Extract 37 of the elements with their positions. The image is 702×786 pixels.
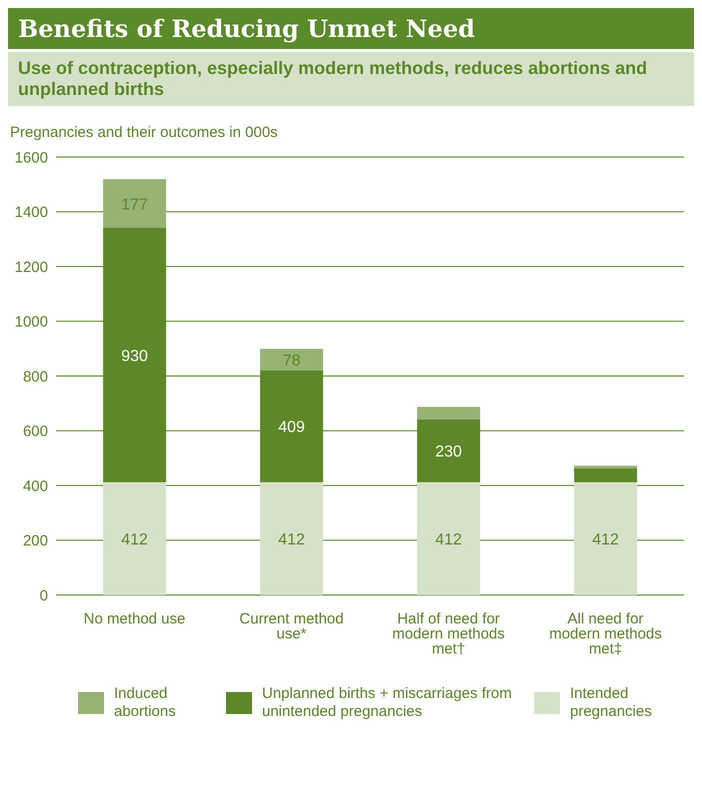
x-tick-label: Current method use* — [239, 610, 344, 643]
y-axis-title: Pregnancies and their outcomes in 000s — [10, 124, 279, 141]
data-label: 412 — [278, 532, 306, 549]
chart-title: Benefits of Reducing Unmet Need — [8, 8, 694, 49]
bar — [417, 406, 480, 420]
legend-label: Intended pregnancies — [570, 685, 653, 721]
y-tick-label: 1600 — [14, 149, 48, 166]
bar — [574, 468, 638, 482]
data-label: 412 — [435, 532, 462, 549]
legend-label: Induced abortions — [114, 685, 177, 721]
x-tick-label: All need for modern methods met‡ — [549, 610, 662, 658]
bar — [103, 482, 166, 595]
y-tick-label: 800 — [22, 368, 48, 386]
y-tick-label: 400 — [22, 478, 48, 495]
y-tick-label: 600 — [22, 423, 48, 440]
y-tick-label: 1200 — [14, 258, 48, 276]
legend-label: Unplanned births + miscarriages from unintended pregnancies — [262, 685, 513, 721]
bar — [103, 179, 166, 228]
chart-subtitle: Use of contraception, especially modern methods, reduces abortions and unplanned births — [8, 52, 694, 106]
y-tick-label: 200 — [22, 532, 48, 550]
data-label: 409 — [278, 419, 306, 436]
data-label: 177 — [121, 196, 148, 214]
bar — [574, 482, 638, 595]
data-label: 930 — [121, 348, 148, 365]
data-label: 230 — [435, 444, 462, 461]
x-tick-label: No method use — [84, 610, 186, 628]
x-tick-label: Half of need for modern methods met† — [392, 610, 505, 658]
bar — [260, 482, 324, 595]
data-label: 78 — [282, 352, 301, 370]
bar — [260, 348, 324, 370]
y-tick-label: 0 — [40, 587, 48, 604]
y-tick-label: 1000 — [14, 314, 48, 331]
bar — [574, 466, 638, 469]
bar — [417, 482, 480, 595]
data-label: 412 — [592, 532, 620, 549]
y-tick-label: 1400 — [14, 204, 48, 222]
data-label: 412 — [121, 532, 148, 549]
